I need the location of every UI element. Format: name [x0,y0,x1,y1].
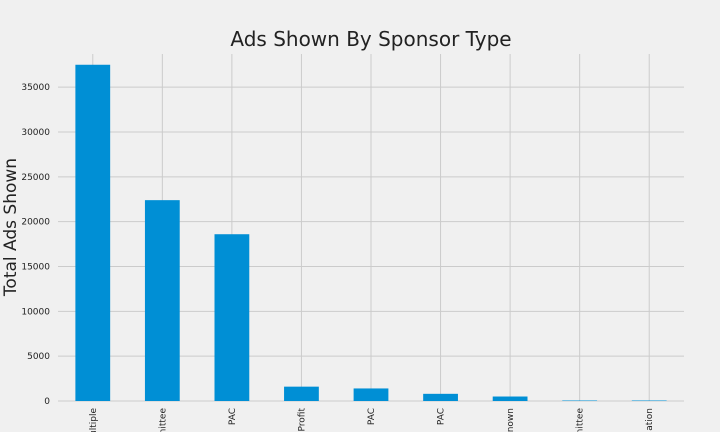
x-tick-label: PAC [367,408,377,425]
y-tick-label: 35000 [21,83,50,93]
bar [144,200,180,401]
bars [75,64,667,401]
x-tick-label: PAC [228,408,238,425]
bar [75,64,111,401]
bar [631,400,667,401]
bar [353,388,389,401]
x-tick-label: nown [506,408,516,432]
y-tick-label: 20000 [21,218,50,228]
chart-title: Ads Shown By Sponsor Type [230,27,511,51]
bar [214,234,250,401]
x-tick-label: ultiple [89,408,99,432]
y-tick-label: 25000 [21,173,50,183]
x-axis-ticks: ultiple nittee PAC Profit PAC PAC nown nittee at… [89,408,655,432]
y-tick-label: 10000 [21,307,50,317]
bar [284,386,319,401]
y-axis-ticks: 0 5000 10000 15000 20000 25000 30000 35000 [21,83,50,407]
x-tick-label: nittee [576,408,586,432]
x-tick-label: PAC [437,408,447,425]
bar [423,393,458,401]
y-tick-label: 30000 [21,128,50,138]
x-tick-label: Profit [297,408,307,432]
x-tick-label: nittee [158,408,168,432]
y-tick-label: 15000 [21,263,50,273]
bar [492,396,528,401]
x-tick-label: ation [645,408,655,431]
y-axis-label: Total Ads Shown [1,158,21,297]
y-tick-label: 0 [44,397,50,407]
y-tick-label: 5000 [27,352,50,362]
bar [562,400,598,401]
